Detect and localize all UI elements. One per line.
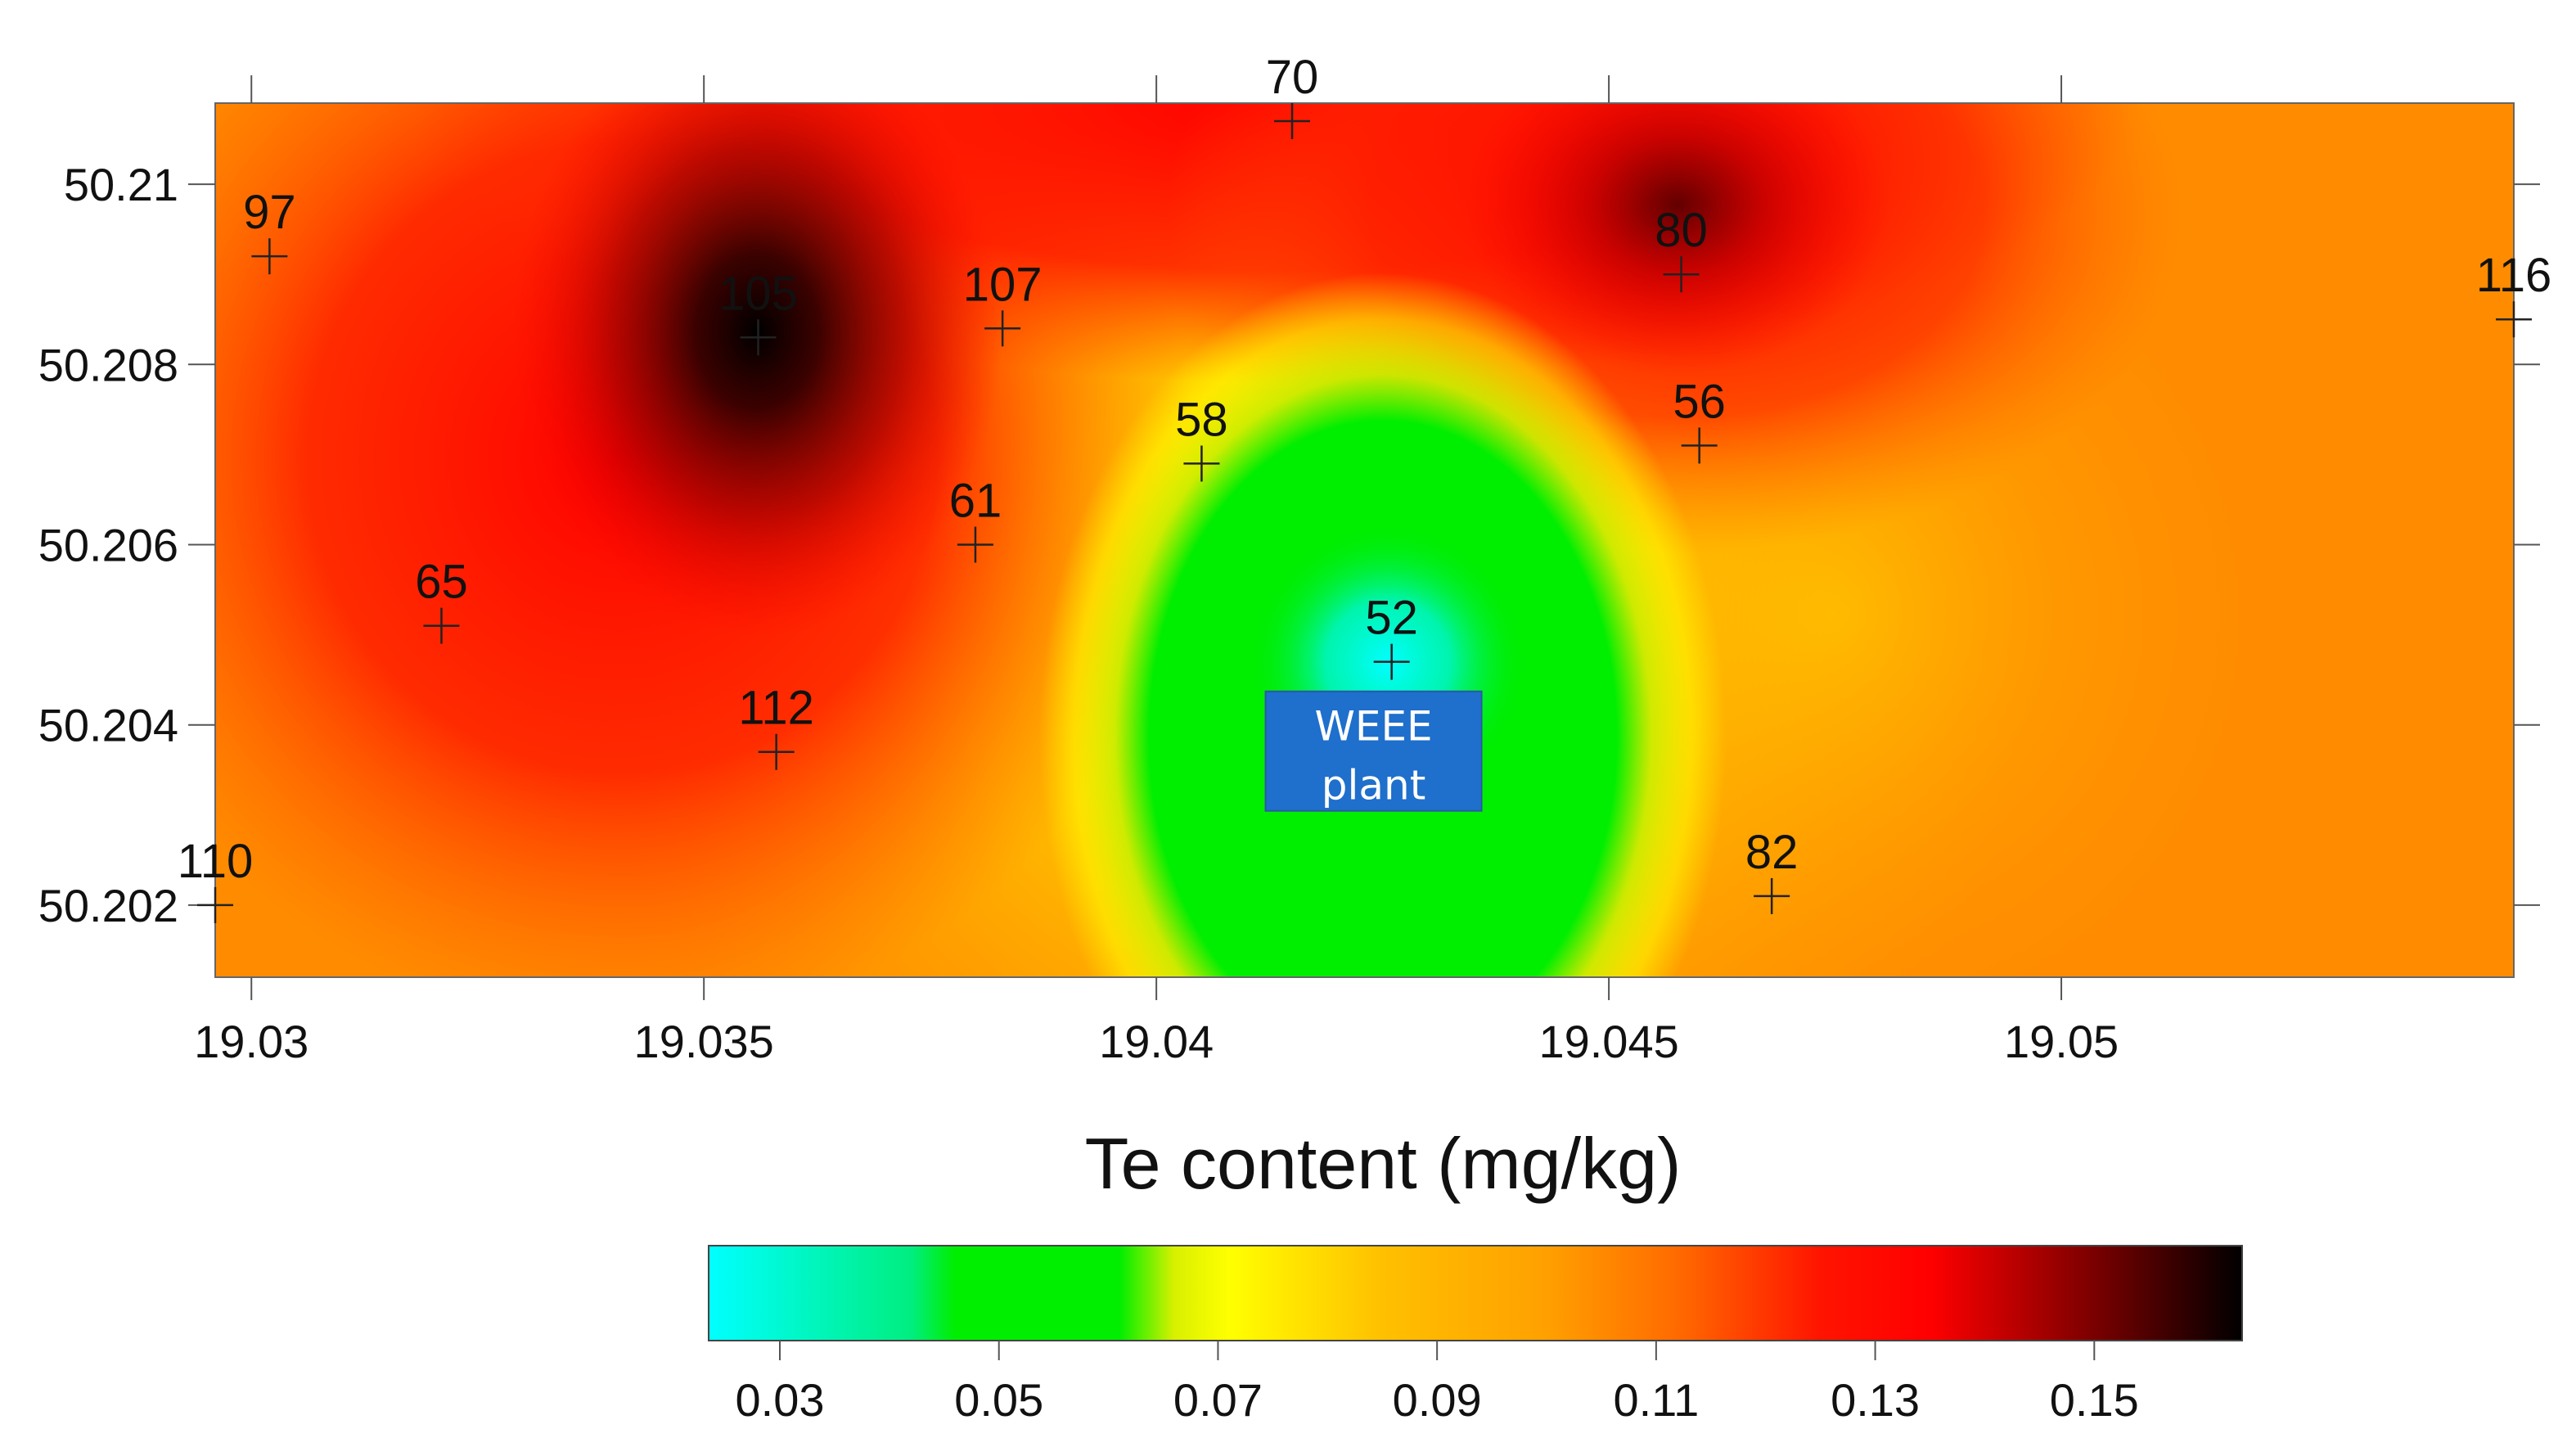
weee-plant-label-line2: plant bbox=[1322, 762, 1426, 809]
sample-value-label: 56 bbox=[1673, 375, 1726, 428]
sample-value-label: 80 bbox=[1655, 204, 1708, 257]
sample-point: 107 bbox=[963, 258, 1043, 347]
x-tick-label: 19.035 bbox=[634, 1016, 774, 1067]
colorbar-tick-label: 0.11 bbox=[1613, 1374, 1699, 1426]
heatmap-field bbox=[215, 103, 2514, 977]
sample-point: 97 bbox=[243, 186, 296, 275]
sample-point: 116 bbox=[2476, 249, 2551, 338]
sample-value-label: 65 bbox=[415, 556, 468, 609]
colorbar-title: Te content (mg/kg) bbox=[1085, 1123, 1682, 1204]
sample-value-label: 61 bbox=[949, 475, 1002, 528]
sample-value-label: 116 bbox=[2476, 249, 2551, 302]
weee-plant-marker: WEEE plant bbox=[1264, 690, 1483, 812]
sample-value-label: 110 bbox=[178, 835, 253, 888]
x-tick-label: 19.045 bbox=[1538, 1016, 1678, 1067]
plot-frame bbox=[214, 102, 2515, 978]
sample-point: 82 bbox=[1745, 826, 1799, 914]
x-tick-label: 19.03 bbox=[194, 1016, 308, 1067]
colorbar-tick-label: 0.15 bbox=[2050, 1374, 2139, 1426]
sample-point: 105 bbox=[718, 267, 798, 356]
sample-value-label: 70 bbox=[1266, 51, 1319, 104]
sample-value-label: 58 bbox=[1175, 393, 1228, 446]
colorbar bbox=[708, 1245, 2243, 1341]
x-tick-label: 19.05 bbox=[2004, 1016, 2119, 1067]
weee-plant-box bbox=[1264, 690, 1483, 812]
sample-points: 97 70 105 107 80 116 58 56 61 65 52 112 82 110 bbox=[178, 51, 2551, 923]
sample-value-label: 52 bbox=[1365, 592, 1418, 645]
x-tick-label: 19.04 bbox=[1099, 1016, 1214, 1067]
sample-point: 112 bbox=[738, 682, 814, 770]
sample-point: 65 bbox=[415, 556, 468, 644]
colorbar-tick-label: 0.05 bbox=[954, 1374, 1043, 1426]
colorbar-tick-label: 0.09 bbox=[1393, 1374, 1482, 1426]
sample-point: 52 bbox=[1365, 592, 1418, 680]
sample-point: 56 bbox=[1673, 375, 1726, 464]
colorbar-tick-label: 0.03 bbox=[736, 1374, 825, 1426]
sample-point: 61 bbox=[949, 475, 1002, 563]
sample-value-label: 82 bbox=[1745, 826, 1799, 879]
weee-plant-label-line1: WEEE bbox=[1314, 703, 1432, 751]
colorbar-ticks: 0.03 0.05 0.07 0.09 0.11 0.13 0.15 bbox=[736, 1341, 2139, 1426]
sample-value-label: 105 bbox=[718, 267, 798, 320]
sample-value-label: 107 bbox=[963, 258, 1043, 311]
y-tick-label: 50.202 bbox=[38, 880, 178, 931]
y-tick-label: 50.208 bbox=[38, 339, 178, 390]
y-tick-label: 50.206 bbox=[38, 520, 178, 571]
sample-point: 110 bbox=[178, 835, 253, 923]
sample-point: 80 bbox=[1655, 204, 1708, 293]
sample-value-label: 112 bbox=[738, 682, 813, 735]
sample-value-label: 97 bbox=[243, 186, 296, 239]
axes: 19.03 19.035 19.04 19.045 19.05 50.202 50.204 5… bbox=[38, 75, 2540, 1067]
y-tick-label: 50.204 bbox=[38, 700, 178, 751]
sample-point: 58 bbox=[1175, 393, 1228, 482]
colorbar-tick-label: 0.07 bbox=[1173, 1374, 1263, 1426]
sample-point: 70 bbox=[1266, 51, 1319, 140]
colorbar-tick-label: 0.13 bbox=[1831, 1374, 1920, 1426]
y-tick-label: 50.21 bbox=[64, 159, 178, 210]
